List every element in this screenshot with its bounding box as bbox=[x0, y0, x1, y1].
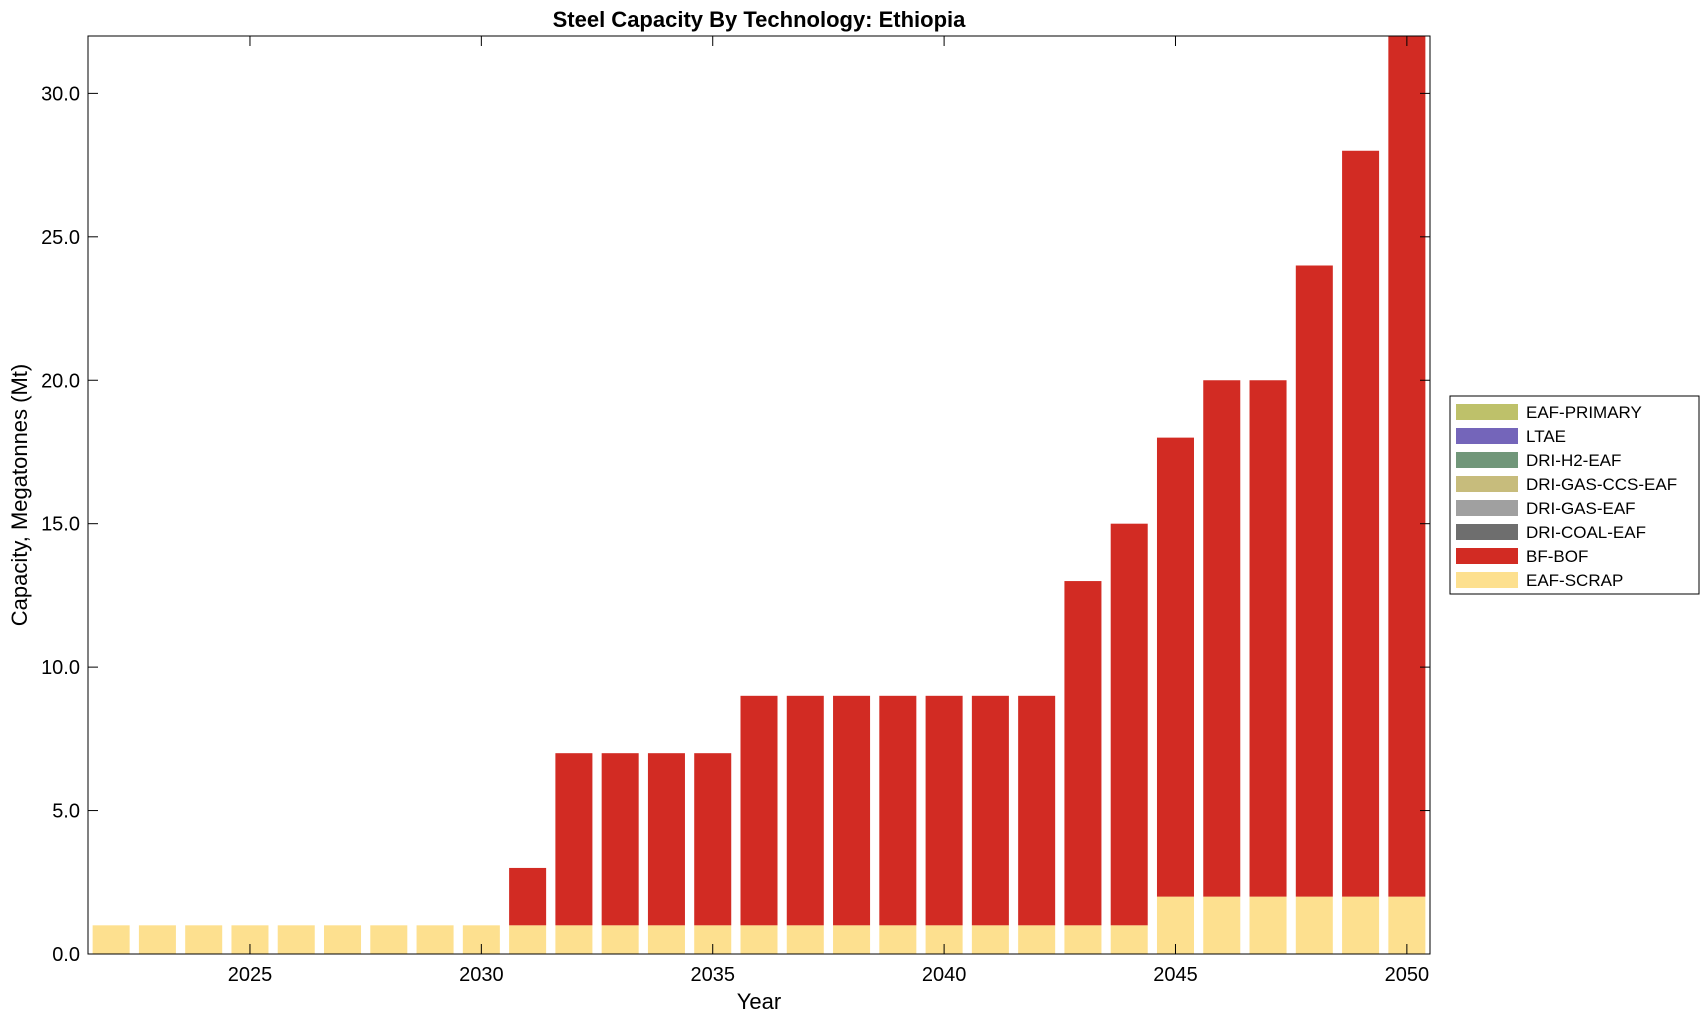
plot-area bbox=[87, 35, 1431, 955]
bar-bf-bof-2042 bbox=[1018, 695, 1056, 926]
legend-swatch-bf-bof bbox=[1456, 548, 1518, 564]
bar-eaf-scrap-2031 bbox=[509, 925, 547, 954]
bar-eaf-scrap-2037 bbox=[786, 925, 824, 954]
bar-bf-bof-2033 bbox=[601, 753, 639, 926]
bar-eaf-scrap-2027 bbox=[324, 925, 362, 954]
y-axis-title: Capacity, Megatonnes (Mt) bbox=[7, 364, 32, 626]
bar-bf-bof-2048 bbox=[1295, 265, 1333, 897]
legend-label-bf-bof: BF-BOF bbox=[1526, 547, 1588, 566]
bar-bf-bof-2043 bbox=[1064, 581, 1102, 926]
bar-eaf-scrap-2026 bbox=[277, 925, 315, 954]
bar-bf-bof-2034 bbox=[647, 753, 685, 926]
bar-eaf-scrap-2034 bbox=[647, 925, 685, 954]
x-tick-label: 2045 bbox=[1153, 964, 1198, 986]
bar-bf-bof-2031 bbox=[509, 867, 547, 926]
x-tick-label: 2035 bbox=[690, 964, 735, 986]
bar-bf-bof-2045 bbox=[1156, 437, 1194, 897]
bar-bf-bof-2046 bbox=[1203, 380, 1241, 897]
bar-eaf-scrap-2044 bbox=[1110, 925, 1148, 954]
bar-bf-bof-2049 bbox=[1342, 150, 1380, 897]
x-tick-label: 2030 bbox=[459, 964, 504, 986]
y-tick-label: 5.0 bbox=[52, 801, 80, 823]
axis-ticks: 0.0 5.0 10.0 15.0 20.0 25.0 30.0 2025 2030 2035 20… bbox=[41, 36, 1430, 986]
bar-eaf-scrap-2033 bbox=[601, 925, 639, 954]
legend-label-eaf-scrap: EAF-SCRAP bbox=[1526, 571, 1623, 590]
legend-swatch-ltae bbox=[1456, 428, 1518, 444]
legend: EAF-PRIMARY LTAE DRI-H2-EAF DRI-GAS-CCS-EAF… bbox=[1449, 395, 1700, 595]
bar-eaf-scrap-2032 bbox=[555, 925, 593, 954]
legend-swatch-dri-gas-ccs-eaf bbox=[1456, 476, 1518, 492]
bar-bf-bof-2036 bbox=[740, 695, 778, 926]
bar-eaf-scrap-2023 bbox=[138, 925, 176, 954]
bar-eaf-scrap-2046 bbox=[1203, 896, 1241, 954]
bar-bf-bof-2037 bbox=[786, 695, 824, 926]
legend-swatch-dri-coal-eaf bbox=[1456, 524, 1518, 540]
legend-label-ltae: LTAE bbox=[1526, 427, 1566, 446]
legend-label-dri-gas-eaf: DRI-GAS-EAF bbox=[1526, 499, 1636, 518]
bar-eaf-scrap-2047 bbox=[1249, 896, 1287, 954]
x-axis-title: Year bbox=[737, 989, 781, 1014]
legend-label-eaf-primary: EAF-PRIMARY bbox=[1526, 403, 1642, 422]
bar-bf-bof-2032 bbox=[555, 753, 593, 926]
y-tick-label: 30.0 bbox=[41, 83, 80, 105]
bar-bf-bof-2041 bbox=[971, 695, 1009, 926]
bar-bf-bof-2039 bbox=[879, 695, 917, 926]
legend-label-dri-gas-ccs-eaf: DRI-GAS-CCS-EAF bbox=[1526, 475, 1677, 494]
x-tick-label: 2050 bbox=[1385, 964, 1430, 986]
bars-group bbox=[92, 36, 1426, 954]
chart-title: Steel Capacity By Technology: Ethiopia bbox=[553, 7, 967, 32]
bar-eaf-scrap-2022 bbox=[92, 925, 130, 954]
bar-bf-bof-2038 bbox=[833, 695, 871, 926]
bar-bf-bof-2047 bbox=[1249, 380, 1287, 897]
y-tick-label: 20.0 bbox=[41, 370, 80, 392]
bar-bf-bof-2044 bbox=[1110, 523, 1148, 926]
legend-swatch-eaf-scrap bbox=[1456, 572, 1518, 588]
bar-eaf-scrap-2049 bbox=[1342, 896, 1380, 954]
bar-bf-bof-2035 bbox=[694, 753, 732, 926]
y-tick-label: 0.0 bbox=[52, 944, 80, 966]
bar-eaf-scrap-2048 bbox=[1295, 896, 1333, 954]
bar-eaf-scrap-2043 bbox=[1064, 925, 1102, 954]
legend-label-dri-coal-eaf: DRI-COAL-EAF bbox=[1526, 523, 1646, 542]
legend-swatch-dri-gas-eaf bbox=[1456, 500, 1518, 516]
bar-eaf-scrap-2038 bbox=[833, 925, 871, 954]
bar-eaf-scrap-2036 bbox=[740, 925, 778, 954]
bar-eaf-scrap-2024 bbox=[185, 925, 223, 954]
bar-eaf-scrap-2029 bbox=[416, 925, 454, 954]
y-tick-label: 15.0 bbox=[41, 514, 80, 536]
bar-eaf-scrap-2039 bbox=[879, 925, 917, 954]
bar-eaf-scrap-2041 bbox=[971, 925, 1009, 954]
bar-bf-bof-2040 bbox=[925, 695, 963, 926]
x-tick-label: 2040 bbox=[922, 964, 967, 986]
legend-label-dri-h2-eaf: DRI-H2-EAF bbox=[1526, 451, 1621, 470]
x-tick-label: 2025 bbox=[228, 964, 273, 986]
bar-bf-bof-2050 bbox=[1388, 36, 1426, 897]
legend-swatch-dri-h2-eaf bbox=[1456, 452, 1518, 468]
bar-eaf-scrap-2028 bbox=[370, 925, 408, 954]
legend-swatch-eaf-primary bbox=[1456, 404, 1518, 420]
y-tick-label: 25.0 bbox=[41, 227, 80, 249]
bar-eaf-scrap-2042 bbox=[1018, 925, 1056, 954]
y-tick-label: 10.0 bbox=[41, 657, 80, 679]
